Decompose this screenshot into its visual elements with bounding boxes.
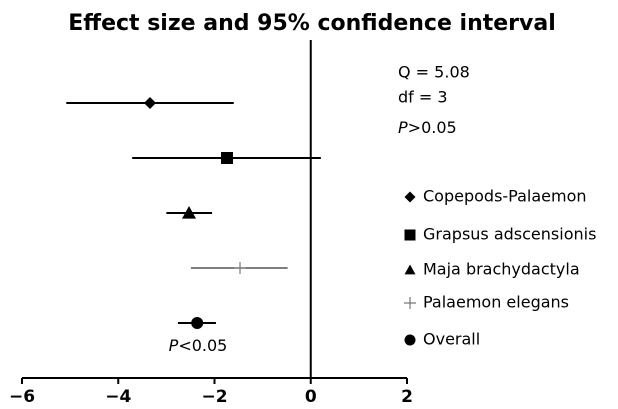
- chart-title: Effect size and 95% confidence interval: [68, 11, 556, 36]
- x-tick-label: 0: [305, 387, 317, 407]
- legend-label: Palaemon elegans: [423, 293, 569, 312]
- stat-label: Q = 5.08: [398, 63, 470, 82]
- marker-triangle: [404, 264, 416, 275]
- marker-square: [404, 229, 416, 241]
- stat-label: P>0.05: [398, 118, 457, 137]
- marker-diamond: [404, 191, 416, 203]
- legend-label: Maja brachydactyla: [423, 260, 580, 279]
- marker-plus: [234, 262, 247, 274]
- marker-diamond: [144, 97, 157, 109]
- x-tick-label: −6: [9, 387, 35, 407]
- legend-label: Overall: [423, 330, 480, 349]
- stat-label: df = 3: [398, 88, 448, 107]
- legend-label: Grapsus adscensionis: [423, 225, 596, 244]
- x-tick-label: −4: [105, 387, 131, 407]
- marker-plus: [404, 297, 416, 309]
- marker-triangle: [181, 206, 196, 219]
- legend-label: Copepods-Palaemon: [423, 187, 587, 206]
- marker-circle: [191, 317, 204, 329]
- x-tick-label: −2: [201, 387, 227, 407]
- marker-circle: [404, 334, 416, 346]
- overall-note: P<0.05: [169, 336, 228, 355]
- x-tick-label: 2: [401, 387, 413, 407]
- marker-square: [221, 152, 234, 164]
